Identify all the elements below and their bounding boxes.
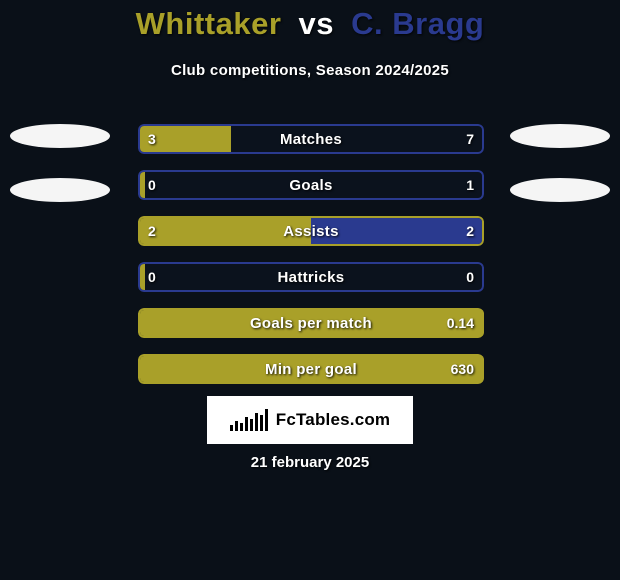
stat-row: Hattricks0 0: [138, 262, 484, 292]
stat-value-p1: 2: [138, 216, 166, 246]
page-title: Whittaker vs C. Bragg: [0, 6, 620, 42]
comparison-infographic: Whittaker vs C. Bragg Club competitions,…: [0, 0, 620, 580]
brand-icon-bar: [230, 425, 233, 431]
stat-bars: Matches37Goals01Assists22Hattricks00Goal…: [138, 124, 484, 400]
stat-row: Goals per match0.14: [138, 308, 484, 338]
stat-label: Hattricks: [138, 262, 484, 292]
club-chip-p2-row1: [510, 124, 610, 148]
stat-label: Assists: [138, 216, 484, 246]
stat-value-p2: 1: [456, 170, 484, 200]
stat-row: Goals0 1: [138, 170, 484, 200]
title-player2: C. Bragg: [351, 6, 484, 41]
stat-value-p2: 7: [456, 124, 484, 154]
stat-value-p1: 0: [138, 262, 166, 292]
club-chip-p2-row2: [510, 178, 610, 202]
brand-icon-bar: [255, 413, 258, 431]
brand-icon-bar: [265, 409, 268, 431]
title-player1: Whittaker: [136, 6, 282, 41]
stat-value-p2: 0: [456, 262, 484, 292]
brand-plate: FcTables.com: [207, 396, 413, 444]
stat-row: Assists2 2: [138, 216, 484, 246]
date-label: 21 february 2025: [0, 454, 620, 471]
stat-value-p2: 2: [456, 216, 484, 246]
stat-row: Min per goal630: [138, 354, 484, 384]
stat-label: Goals per match: [138, 308, 484, 338]
stat-value-p1: 0: [138, 170, 166, 200]
stat-label: Goals: [138, 170, 484, 200]
chart-bars-icon: [230, 409, 268, 431]
club-chip-p1-row1: [10, 124, 110, 148]
subtitle: Club competitions, Season 2024/2025: [0, 62, 620, 79]
brand-text: FcTables.com: [276, 410, 391, 430]
stat-row: Matches3 7: [138, 124, 484, 154]
stat-value-p2: 630: [441, 354, 484, 384]
brand-icon-bar: [245, 417, 248, 431]
club-chip-p1-row2: [10, 178, 110, 202]
stat-value-p2: 0.14: [437, 308, 484, 338]
brand-icon-bar: [260, 415, 263, 431]
stat-label: Matches: [138, 124, 484, 154]
brand-icon-bar: [250, 419, 253, 431]
brand-icon-bar: [235, 421, 238, 431]
brand-icon-bar: [240, 423, 243, 431]
stat-value-p1: 3: [138, 124, 166, 154]
title-vs: vs: [299, 6, 334, 41]
stat-label: Min per goal: [138, 354, 484, 384]
